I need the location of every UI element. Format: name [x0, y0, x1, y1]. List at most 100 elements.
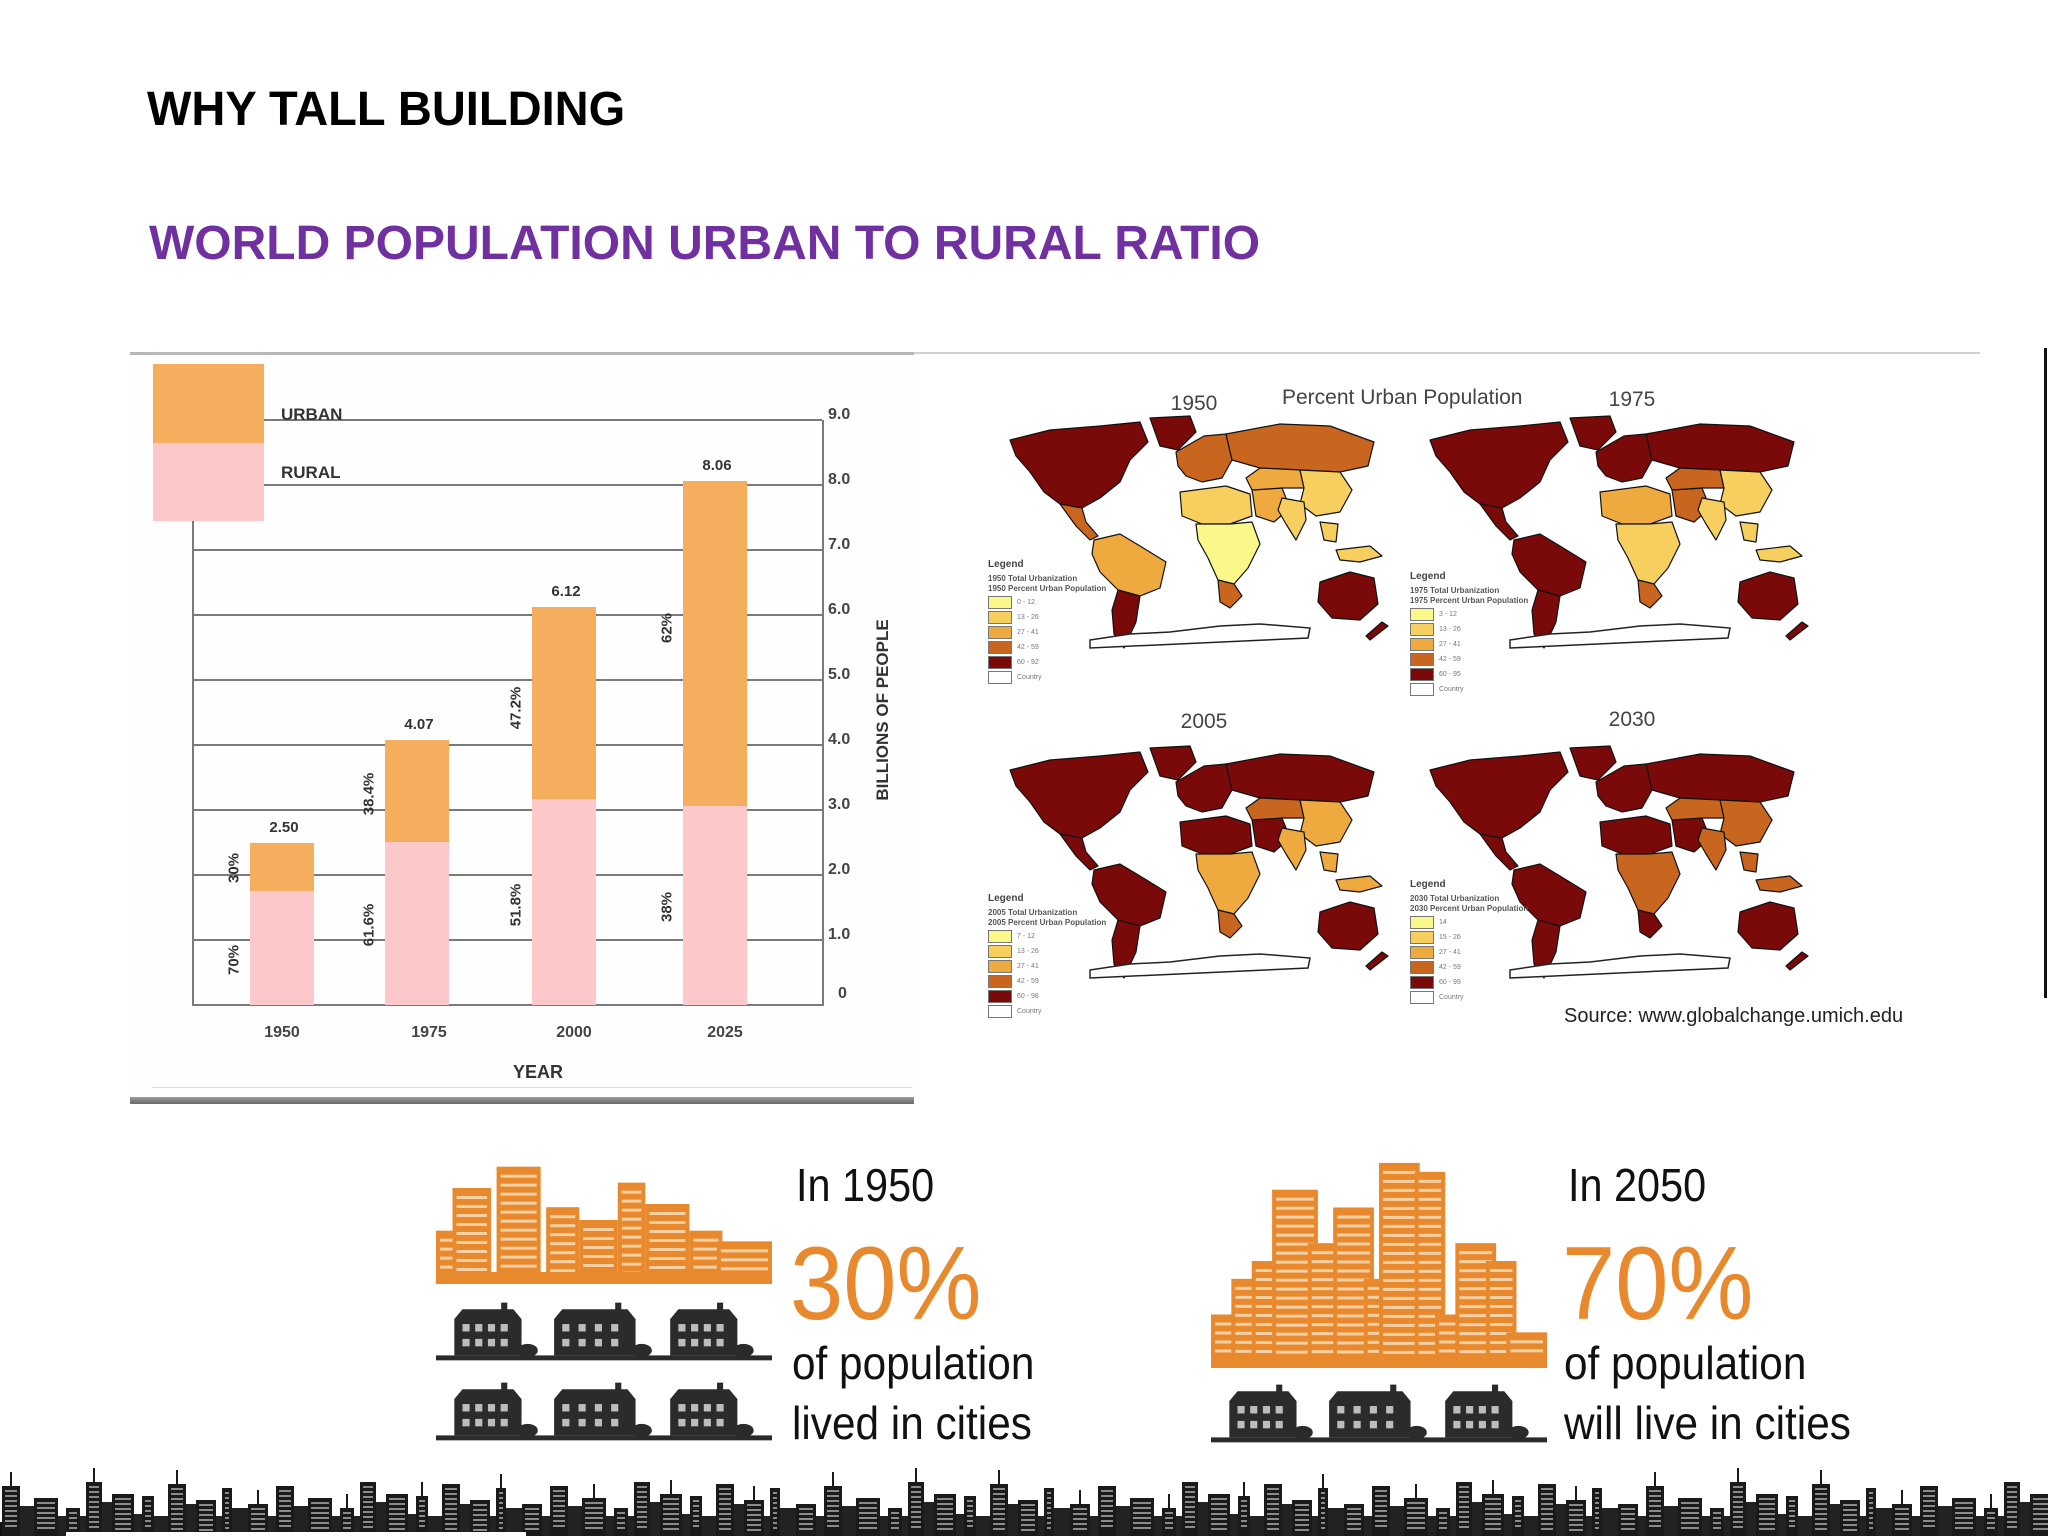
- urban-percent-label: 38.4%: [360, 772, 378, 816]
- map-legend-swatch: [1410, 607, 1434, 621]
- bar-total-label: 2.50: [269, 818, 299, 836]
- map-legend-row: 3 - 12: [1410, 607, 1528, 622]
- map-legend-title: Legend: [1410, 879, 1446, 890]
- x-tick-label: 1975: [411, 1024, 447, 1041]
- infographic-caption-line2: will live in cities: [1564, 1397, 1851, 1449]
- grid-line: [192, 809, 822, 811]
- map-legend-range: 42 - 59: [1017, 643, 1039, 651]
- map-legend-swatch: [988, 1004, 1012, 1018]
- x-tick-label: 1950: [264, 1024, 300, 1041]
- rural-percent-label: 51.8%: [507, 883, 525, 927]
- y-tick-label: 9.0: [828, 406, 851, 423]
- map-legend-row: 7 - 12: [988, 929, 1106, 944]
- map-legend-subtitle: 2030 Percent Urban Population: [1410, 904, 1529, 914]
- y-tick-label: 0: [838, 985, 847, 1002]
- map-legend-swatch: [988, 655, 1012, 669]
- house-row-icon: [436, 1382, 772, 1441]
- map-year-label: 1975: [1608, 388, 1656, 411]
- infographic-caption-line2: lived in cities: [792, 1397, 1032, 1449]
- map-legend-swatch: [988, 640, 1012, 654]
- map-legend-subtitle: 2030 Total Urbanization: [1410, 894, 1500, 903]
- y-tick-label: 2.0: [828, 861, 851, 878]
- world-map-2030-icon: [1429, 745, 1809, 979]
- map-legend-row: 42 - 59: [1410, 652, 1528, 667]
- map-legend-subtitle: 1950 Total Urbanization: [988, 574, 1078, 583]
- map-legend-range: 42 - 59: [1439, 963, 1461, 971]
- map-legend-range: Country: [1439, 685, 1464, 693]
- map-legend-swatch: [1410, 637, 1434, 651]
- infographic-caption-line1: of population: [792, 1337, 1035, 1389]
- chart-top-border: [130, 352, 914, 355]
- map-legend-row: 14: [1410, 915, 1528, 930]
- map-legend-row: 42 - 59: [988, 640, 1106, 655]
- bar-total-label: 8.06: [702, 457, 732, 475]
- x-tick-label: 2025: [707, 1024, 743, 1041]
- map-legend-swatch: [1410, 915, 1434, 929]
- slide-edge-line: [2044, 348, 2047, 998]
- map-legend-row: Country: [988, 1004, 1106, 1019]
- y-tick-label: 4.0: [828, 731, 851, 748]
- maps-source: Source: www.globalchange.umich.edu: [1564, 1005, 1904, 1027]
- map-legend-range: 60 - 95: [1439, 670, 1461, 678]
- map-legend-row: 60 - 95: [1410, 667, 1528, 682]
- skyline-strip-icon: [0, 1468, 2048, 1536]
- urban-percent-label: 62%: [658, 612, 676, 644]
- map-legend-row: Country: [988, 670, 1106, 685]
- world-map-1950-icon: [1009, 415, 1389, 649]
- map-legend-swatch: [1410, 652, 1434, 666]
- grid-line: [192, 939, 822, 941]
- infographic-year-2050: In 2050: [1568, 1159, 1707, 1211]
- map-legend-title: Legend: [988, 893, 1024, 904]
- rural-percent-label: 61.6%: [360, 903, 378, 947]
- map-legend-swatch: [1410, 960, 1434, 974]
- map-legend-row: 27 - 41: [1410, 945, 1528, 960]
- bar-urban-1975: [385, 740, 449, 842]
- bar-rural-1950: [250, 891, 314, 1005]
- house-row-icon: [436, 1302, 772, 1361]
- map-legend-subtitle: 1975 Percent Urban Population: [1410, 596, 1529, 606]
- bar-urban-2000: [532, 607, 596, 799]
- map-legend-subtitle: 1950 Percent Urban Population: [988, 584, 1107, 594]
- map-legend-row: Country: [1410, 990, 1528, 1005]
- map-legend-subtitle: 1975 Total Urbanization: [1410, 586, 1500, 595]
- x-tick-label: 2000: [556, 1024, 592, 1041]
- map-legend-row: 42 - 59: [1410, 960, 1528, 975]
- map-legend-row: 13 - 26: [1410, 622, 1528, 637]
- bar-urban-2025: [683, 481, 747, 807]
- map-legend-swatch: [1410, 930, 1434, 944]
- bar-total-label: 4.07: [404, 716, 434, 734]
- bar-total-label: 6.12: [551, 583, 581, 601]
- urban-percent-label: 47.2%: [507, 686, 525, 730]
- map-legend-row: 27 - 41: [1410, 637, 1528, 652]
- map-legend-range: 60 - 98: [1017, 992, 1039, 1000]
- map-year-label: 1950: [1170, 392, 1218, 415]
- map-legend-range: 13 - 26: [1017, 613, 1039, 621]
- y-axis-label: BILLIONS OF PEOPLE: [873, 619, 892, 801]
- map-legend-row: Country: [1410, 682, 1528, 697]
- map-legend-row: 0 - 12: [988, 595, 1106, 610]
- y-tick-label: 5.0: [828, 666, 851, 683]
- population-bar-chart: 0 1.0 2.0 3.0 4.0 5.0 6.0 7.0 8.0 9.0 2.50 70% 30% 19…: [130, 355, 914, 1105]
- map-legend-swatch: [1410, 975, 1434, 989]
- y-axis-left: [192, 520, 194, 1006]
- slide-title: WHY TALL BUILDING: [147, 83, 626, 136]
- map-legend-row: 60 - 98: [988, 989, 1106, 1004]
- map-legend-swatch: [988, 595, 1012, 609]
- map-legend: Legend 1975 Total Urbanization 1975 Percen…: [1410, 570, 1528, 697]
- map-legend-swatch: [1410, 667, 1434, 681]
- map-legend-swatch: [988, 929, 1012, 943]
- grid-line: [192, 874, 822, 876]
- map-legend-range: 27 - 41: [1017, 962, 1039, 970]
- map-legend-swatch: [1410, 622, 1434, 636]
- infographic-percent-2050: 70%: [1562, 1226, 1754, 1342]
- grid-line: [192, 679, 822, 681]
- map-legend-range: 13 - 26: [1017, 947, 1039, 955]
- map-legend-subtitle: 2005 Percent Urban Population: [988, 918, 1107, 928]
- map-legend-range: 14: [1439, 918, 1447, 926]
- map-legend-row: 42 - 59: [988, 974, 1106, 989]
- bar-rural-2000: [532, 798, 596, 1005]
- chart-bottom-line: [152, 1087, 912, 1088]
- map-legend-row: 13 - 26: [988, 944, 1106, 959]
- map-legend-range: 7 - 12: [1017, 932, 1035, 940]
- legend-swatch-urban: [153, 364, 264, 443]
